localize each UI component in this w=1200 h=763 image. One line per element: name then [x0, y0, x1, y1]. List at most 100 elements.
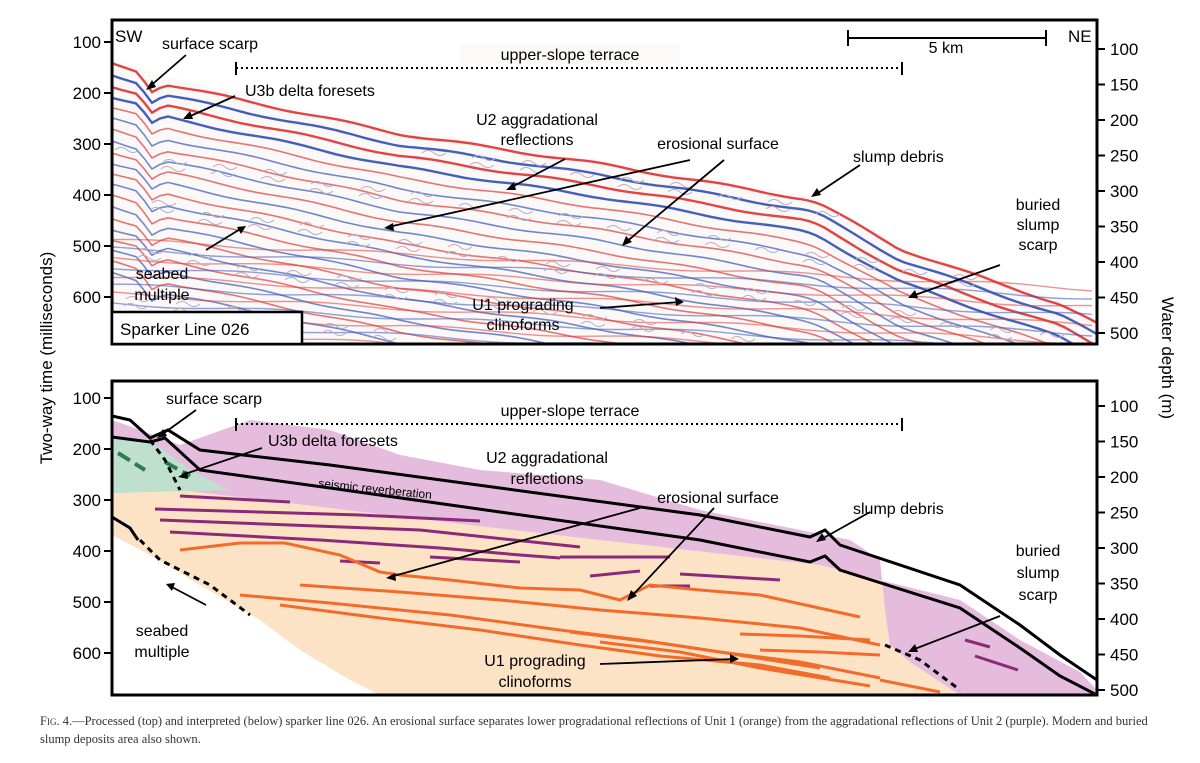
seismic-wiggle — [889, 317, 915, 323]
seismic-wiggle — [791, 300, 817, 306]
seismic-wiggle — [395, 246, 421, 252]
bottom-terrace-label: upper-slope terrace — [501, 403, 640, 420]
seismic-wiggle — [125, 296, 151, 302]
u1-label-1: U1 prograding — [472, 297, 573, 314]
seismic-wiggle — [619, 177, 645, 183]
left-bottom-tick-label: 500 — [73, 593, 101, 612]
seismic-reflector — [112, 276, 1093, 327]
seismic-reflector — [112, 256, 1093, 307]
seismic-wiggle — [730, 336, 756, 342]
right-top-tick-label: 300 — [1110, 182, 1138, 201]
seismic-wiggle — [114, 147, 140, 153]
seismic-wiggle — [617, 184, 643, 190]
seismic-wiggle — [704, 242, 730, 248]
seismic-reflector — [112, 229, 696, 344]
bottom-panel-frame — [110, 379, 1099, 697]
seismic-wiggle — [630, 326, 656, 332]
seismic-wiggle — [160, 166, 186, 172]
seismic-wiggle — [656, 230, 682, 236]
u1-label-2: clinoforms — [487, 317, 560, 334]
bottom-buried-label-3: scarp — [1018, 587, 1057, 604]
seismic-wiggle — [891, 310, 917, 316]
seismic-wiggle — [408, 198, 434, 204]
left-top-tick-label: 300 — [73, 135, 101, 154]
seismic-wiggle — [308, 188, 334, 194]
right-top-tick-label: 250 — [1110, 147, 1138, 166]
seismic-reflector — [112, 260, 493, 344]
buried-label-2: slump — [1017, 217, 1060, 234]
seismic-reflector — [112, 183, 857, 344]
seismic-wiggle — [556, 220, 582, 226]
bottom-buried-label-2: slump — [1017, 565, 1060, 582]
seismic-wiggle — [434, 292, 460, 298]
seismic-wiggle — [321, 330, 347, 336]
right-bottom-tick-label: 200 — [1110, 468, 1138, 487]
slump-debris-label: slump debris — [853, 149, 944, 166]
top-arrowheads — [146, 80, 918, 306]
u2-label-1: U2 aggradational — [476, 112, 598, 129]
bottom-surface-scarp-label: surface scarp — [166, 391, 262, 408]
seabed-label-1: seabed — [136, 266, 189, 283]
erosional-surface-label: erosional surface — [657, 136, 779, 153]
right-bottom-tick-label: 250 — [1110, 504, 1138, 523]
line-label-box — [110, 310, 304, 346]
u3b-label: U3b delta foresets — [245, 83, 375, 100]
seismic-reflector — [112, 239, 632, 344]
bottom-arrows — [159, 409, 1001, 665]
seismic-reflector — [112, 128, 989, 344]
left-bottom-tick-label: 600 — [73, 644, 101, 663]
seismic-wiggle — [741, 295, 767, 301]
right-top-tick-label: 400 — [1110, 253, 1138, 272]
left-axis-title: Two-way time (milliseconds) — [37, 252, 56, 465]
seismic-wiggle — [632, 319, 658, 325]
seismic-wiggle — [852, 264, 878, 270]
seismic-wiggle — [360, 186, 386, 192]
right-axis-title: Water depth (m) — [1158, 297, 1177, 419]
seismic-wiggle — [743, 288, 769, 294]
seismic-wiggle — [667, 189, 693, 195]
bottom-erosional-label: erosional surface — [657, 490, 779, 507]
seismic-wiggle — [382, 294, 408, 300]
seismic-wiggle — [706, 235, 732, 241]
right-top-tick-label: 200 — [1110, 111, 1138, 130]
seismic-wiggle — [606, 225, 632, 231]
seismic-wiggle — [593, 273, 619, 279]
seismic-wiggle — [521, 160, 547, 166]
seismic-reflector — [112, 246, 1093, 300]
sw-label: SW — [115, 27, 142, 46]
seismic-wiggle — [765, 206, 791, 212]
bottom-terrace-extent — [235, 418, 903, 431]
seismic-wiggle — [136, 255, 162, 261]
axis-ticks: 100 200 300 400 500 600 100 200 300 400 500 600 100 1… — [73, 33, 1139, 700]
seismic-reflections — [112, 62, 1097, 344]
seismic-wiggle — [373, 328, 399, 334]
seismic-wiggle — [421, 150, 447, 156]
seismic-wiggle — [939, 322, 965, 328]
seismic-reflector — [112, 238, 1093, 292]
left-top-tick-label: 200 — [73, 84, 101, 103]
top-arrows — [147, 54, 1001, 309]
seismic-wiggle — [262, 169, 288, 175]
seismic-reflector — [112, 173, 876, 344]
seismic-reflector — [112, 74, 1097, 335]
seismic-wiggle — [508, 208, 534, 214]
seafloor-line — [112, 414, 1097, 682]
seismic-wiggle — [188, 253, 214, 259]
seismic-wiggle — [260, 176, 286, 182]
right-top-tick-label: 450 — [1110, 289, 1138, 308]
bottom-seabed-label-1: seabed — [136, 623, 189, 640]
seismic-reflector — [112, 194, 837, 344]
right-bottom-tick-label: 400 — [1110, 610, 1138, 629]
seismic-wiggle — [323, 323, 349, 329]
seismic-wiggle — [249, 217, 275, 223]
u2-label-2: reflections — [501, 132, 574, 149]
scale-bar — [847, 30, 1047, 46]
bottom-seabed-label-2: multiple — [134, 644, 189, 661]
seismic-wiggle — [471, 155, 497, 161]
seismic-wiggle — [336, 275, 362, 281]
seismic-wiggle — [543, 268, 569, 274]
seismic-wiggle — [197, 219, 223, 225]
left-top-tick-label: 100 — [73, 33, 101, 52]
ne-label: NE — [1068, 27, 1092, 46]
seismic-wiggle — [989, 327, 1015, 333]
